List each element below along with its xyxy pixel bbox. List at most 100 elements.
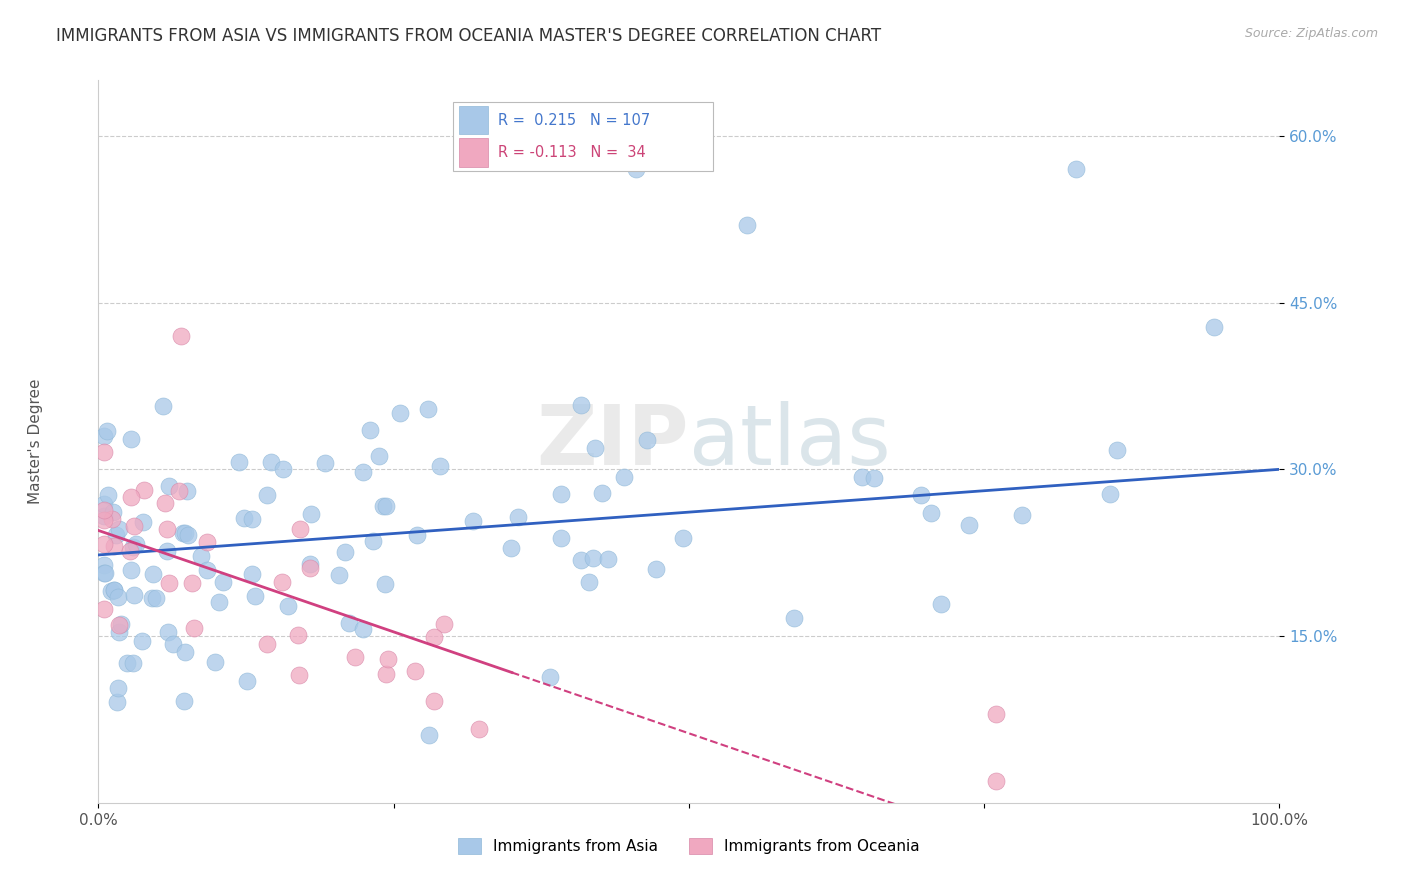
Immigrants from Oceania [181,576,204,591]
Immigrants from Asia [115,656,138,670]
Immigrants from Oceania [118,543,141,558]
Immigrants from Asia [100,583,122,598]
Immigrants from Oceania [103,539,125,553]
Immigrants from Asia [107,681,129,695]
Immigrants from Asia [374,499,396,513]
Immigrants from Oceania [984,706,1007,721]
Immigrants from Oceania [108,617,131,632]
Immigrants from Oceania [374,666,396,681]
Immigrants from Asia [461,514,484,528]
Text: Source: ZipAtlas.com: Source: ZipAtlas.com [1244,27,1378,40]
Immigrants from Asia [418,402,440,417]
Immigrants from Asia [235,674,257,689]
Text: R =  0.215   N = 107: R = 0.215 N = 107 [498,112,650,128]
Immigrants from Asia [499,541,522,556]
Immigrants from Asia [101,505,124,519]
Immigrants from Asia [195,564,218,578]
Immigrants from Asia [172,525,194,540]
Immigrants from Asia [851,469,873,483]
Immigrants from Oceania [93,537,115,551]
Immigrants from Asia [550,532,572,546]
Immigrants from Oceania [93,513,115,527]
Immigrants from Oceania [93,503,115,517]
Immigrants from Asia [353,466,375,480]
Immigrants from Asia [929,597,952,611]
Immigrants from Asia [585,441,607,455]
Immigrants from Asia [1107,442,1129,457]
Immigrants from Oceania [132,483,155,497]
Immigrants from Asia [228,455,250,469]
Immigrants from Oceania [984,773,1007,788]
Immigrants from Asia [108,522,131,536]
Immigrants from Asia [299,507,322,521]
Immigrants from Oceania [288,523,311,537]
Immigrants from Asia [156,625,179,640]
Immigrants from Asia [569,553,592,567]
Immigrants from Oceania [344,650,367,665]
Immigrants from Asia [613,470,636,484]
Immigrants from Oceania [195,535,218,549]
Immigrants from Asia [644,562,666,576]
Immigrants from Asia [240,566,263,581]
Text: IMMIGRANTS FROM ASIA VS IMMIGRANTS FROM OCEANIA MASTER'S DEGREE CORRELATION CHAR: IMMIGRANTS FROM ASIA VS IMMIGRANTS FROM … [56,27,882,45]
Immigrants from Oceania [298,561,321,575]
Immigrants from Asia [132,516,155,530]
Immigrants from Asia [211,574,233,589]
Immigrants from Asia [108,625,131,640]
Immigrants from Asia [93,566,115,580]
Immigrants from Asia [506,510,529,524]
Immigrants from Asia [120,563,142,577]
Immigrants from Asia [243,589,266,603]
Immigrants from Asia [174,526,197,541]
Immigrants from Oceania [270,575,292,590]
Immigrants from Asia [418,728,440,742]
Immigrants from Oceania [433,617,456,632]
Immigrants from Asia [103,582,125,597]
Immigrants from Asia [93,558,115,573]
Immigrants from Asia [240,511,263,525]
Immigrants from Asia [333,544,356,558]
Immigrants from Asia [177,528,200,542]
Immigrants from Asia [107,591,129,605]
Immigrants from Oceania [153,496,176,510]
Immigrants from Asia [578,575,600,590]
Immigrants from Asia [1011,508,1033,522]
Immigrants from Asia [299,557,322,571]
Immigrants from Asia [582,551,605,566]
Immigrants from Asia [389,406,412,420]
Immigrants from Asia [110,616,132,631]
Text: R = -0.113   N =  34: R = -0.113 N = 34 [498,145,645,160]
Immigrants from Asia [96,425,118,439]
Immigrants from Asia [103,582,125,597]
Immigrants from Asia [152,399,174,413]
Immigrants from Asia [124,536,146,550]
Immigrants from Asia [540,670,562,684]
Immigrants from Asia [277,599,299,614]
Immigrants from Oceania [468,722,491,736]
Immigrants from Asia [591,486,613,500]
Immigrants from Oceania [93,445,115,459]
Immigrants from Oceania [167,483,190,498]
Immigrants from Asia [145,591,167,605]
Immigrants from Oceania [157,575,180,590]
Immigrants from Asia [190,549,212,564]
Immigrants from Asia [256,488,278,502]
Immigrants from Asia [142,566,165,581]
Immigrants from Asia [429,459,451,474]
Immigrants from Asia [141,591,163,605]
Immigrants from Asia [352,622,374,636]
Immigrants from Asia [328,567,350,582]
Immigrants from Asia [371,499,394,513]
Immigrants from Oceania [122,519,145,533]
Immigrants from Oceania [120,491,142,505]
Immigrants from Asia [368,450,391,464]
Immigrants from Asia [105,528,128,542]
Immigrants from Asia [359,423,381,437]
Immigrants from Asia [121,540,143,554]
Immigrants from Asia [1202,320,1225,334]
Immigrants from Asia [176,484,198,499]
Immigrants from Asia [314,456,336,470]
Immigrants from Oceania [288,667,311,681]
Immigrants from Asia [157,479,180,493]
Immigrants from Oceania [377,652,399,666]
